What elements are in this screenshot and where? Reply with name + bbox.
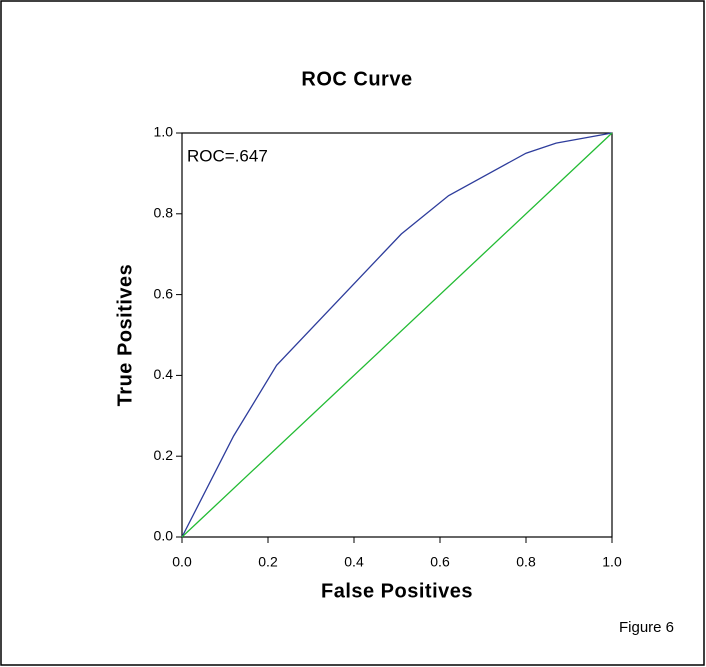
x-tick-label: 0.2 <box>258 554 278 570</box>
x-tick-label: 0.0 <box>172 554 192 570</box>
chart-title: ROC Curve <box>301 68 412 90</box>
x-tick-label: 0.4 <box>344 554 364 570</box>
y-tick-label: 0.2 <box>154 447 174 463</box>
y-axis-title: True Positives <box>114 264 136 407</box>
y-tick-label: 0.6 <box>154 285 174 301</box>
y-tick-label: 0.8 <box>154 205 174 221</box>
roc-line <box>181 132 613 538</box>
x-tick-label: 0.8 <box>516 554 536 570</box>
x-tick-label: 0.6 <box>430 554 450 570</box>
annotation: ROC=.647 <box>187 146 268 165</box>
roc-line <box>181 132 613 538</box>
y-tick-label: 1.0 <box>154 124 174 140</box>
x-tick-label: 1.0 <box>602 554 622 570</box>
y-tick-label: 0.4 <box>154 366 174 382</box>
caption: Figure 6 <box>619 619 674 636</box>
x-axis-title: False Positives <box>321 580 473 602</box>
y-tick-label: 0.0 <box>154 528 174 544</box>
plot-frame <box>181 132 613 538</box>
